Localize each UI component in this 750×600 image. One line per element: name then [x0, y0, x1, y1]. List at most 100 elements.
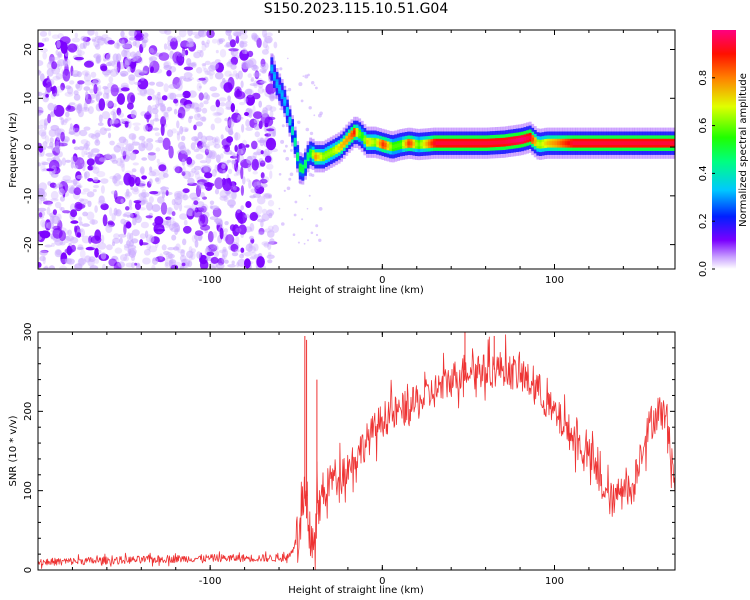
noise-blob	[141, 139, 146, 148]
ridge-cell	[314, 154, 318, 159]
noise-blob	[212, 250, 220, 258]
noise-blob	[109, 140, 115, 146]
noise-blob	[175, 93, 185, 98]
ridge-cell	[291, 128, 294, 133]
noise-blob	[209, 200, 215, 206]
noise-blob	[113, 233, 120, 240]
noise-blob	[55, 85, 64, 93]
noise-blob	[184, 49, 189, 56]
noise-blob	[221, 164, 226, 169]
noise-blob	[215, 245, 219, 251]
noise-blob	[263, 33, 267, 42]
noise-blob	[166, 216, 175, 223]
noise-blob	[158, 164, 167, 172]
noise-blob	[75, 83, 81, 89]
noise-blob	[215, 99, 221, 108]
noise-blob	[223, 80, 227, 84]
noise-blob	[121, 163, 125, 172]
noise-blob	[140, 166, 145, 175]
noise-blob	[186, 250, 194, 259]
noise-blob	[139, 207, 146, 211]
figure-title: S150.2023.115.10.51.G04	[263, 1, 449, 17]
ridge-cell	[518, 138, 522, 142]
noise-blob	[50, 198, 59, 202]
noise-blob	[179, 125, 184, 135]
noise-blob	[206, 251, 215, 256]
noise-blob	[94, 31, 99, 37]
noise-blob	[160, 105, 167, 112]
noise-blob	[279, 67, 283, 71]
noise-blob	[83, 73, 92, 82]
noise-blob	[132, 58, 136, 63]
noise-blob	[127, 244, 137, 250]
noise-blob	[80, 191, 87, 195]
noise-blob	[63, 138, 69, 147]
ridge-cell	[572, 141, 576, 146]
ridge-cell	[523, 136, 527, 141]
noise-blob	[228, 48, 239, 52]
noise-blob	[51, 61, 58, 70]
noise-blob	[228, 118, 235, 128]
noise-blob	[211, 169, 217, 177]
noise-blob	[232, 224, 240, 237]
noise-blob	[250, 77, 255, 82]
noise-blob	[127, 92, 136, 105]
noise-blob	[91, 244, 99, 249]
noise-blob	[101, 111, 110, 120]
ridge-cell	[495, 140, 498, 145]
noise-blob	[73, 164, 79, 169]
ridge-cell	[456, 141, 460, 146]
noise-blob	[204, 148, 209, 156]
ridge-cell	[577, 141, 581, 146]
noise-blob	[319, 111, 323, 116]
noise-blob	[215, 49, 219, 54]
noise-blob	[149, 191, 159, 195]
noise-blob	[86, 191, 95, 198]
noise-blob	[142, 257, 151, 265]
snr-xlabel: Height of straight line (km)	[288, 585, 424, 596]
ridge-cell	[422, 142, 426, 147]
noise-blob	[149, 57, 154, 66]
ridge-cell	[580, 141, 584, 146]
ridge-cell	[613, 141, 617, 146]
noise-blob	[219, 190, 228, 199]
noise-blob	[179, 265, 184, 269]
noise-blob	[167, 45, 172, 51]
noise-blob	[269, 238, 275, 245]
noise-blob	[244, 213, 250, 219]
ridge-cell	[564, 141, 568, 146]
noise-blob	[197, 113, 201, 118]
noise-blob	[294, 200, 298, 204]
noise-blob	[101, 263, 107, 269]
noise-blob	[135, 50, 141, 59]
noise-blob	[165, 216, 172, 221]
noise-blob	[191, 136, 199, 142]
noise-blob	[187, 260, 193, 268]
noise-blob	[65, 117, 72, 121]
noise-blob	[98, 195, 105, 204]
noise-blob	[149, 81, 155, 86]
noise-blob	[199, 116, 206, 122]
ridge-cell	[575, 141, 578, 146]
noise-blob	[81, 149, 86, 158]
noise-blob	[239, 30, 248, 35]
noise-blob	[54, 183, 63, 188]
noise-blob	[167, 40, 171, 47]
noise-blob	[90, 153, 98, 157]
noise-blob	[193, 124, 197, 131]
ridge-cell	[546, 141, 550, 146]
noise-blob	[250, 188, 257, 193]
noise-blob	[181, 171, 186, 177]
noise-blob	[96, 152, 100, 157]
noise-blob	[69, 80, 75, 85]
noise-blob	[218, 38, 224, 45]
y-tick-label: -20	[23, 236, 34, 252]
noise-blob	[245, 119, 251, 127]
noise-blob	[183, 72, 193, 79]
noise-blob	[143, 124, 149, 132]
noise-blob	[209, 247, 216, 252]
noise-blob	[91, 38, 97, 42]
noise-blob	[133, 81, 141, 85]
noise-blob	[76, 231, 82, 238]
noise-blob	[52, 209, 58, 216]
